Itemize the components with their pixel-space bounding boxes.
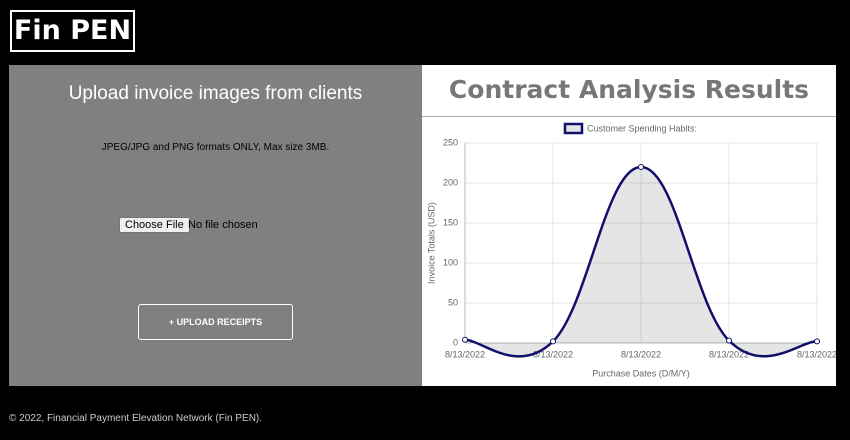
upload-note: JPEG/JPG and PNG formats ONLY, Max size … bbox=[101, 142, 330, 153]
point bbox=[462, 336, 468, 343]
y-tick-label: 0 bbox=[453, 337, 458, 347]
x-tick-label: 8/13/2022 bbox=[533, 349, 573, 359]
x-tick-label: 8/13/2022 bbox=[445, 349, 485, 359]
divider bbox=[422, 116, 836, 117]
y-axis-title: Invoice Totals (USD) bbox=[426, 202, 436, 284]
x-tick-label: 8/13/2022 bbox=[621, 349, 661, 359]
y-tick-label: 200 bbox=[443, 177, 458, 187]
results-title: Contract Analysis Results bbox=[448, 75, 810, 104]
y-tick-label: 50 bbox=[448, 297, 458, 307]
point bbox=[638, 164, 644, 170]
legend-swatch bbox=[563, 122, 584, 135]
upload-button[interactable]: + UPLOAD RECEIPTS bbox=[138, 304, 293, 340]
y-tick-label: 250 bbox=[443, 137, 458, 147]
file-status: No file chosen bbox=[188, 219, 258, 231]
point bbox=[550, 338, 556, 345]
point bbox=[814, 338, 820, 345]
area bbox=[465, 166, 817, 357]
y-tick-label: 100 bbox=[443, 257, 458, 267]
upload-title: Upload invoice images from clients bbox=[68, 83, 363, 104]
results-panel: Contract Analysis Results 0 50 100 150 200 25… bbox=[422, 65, 836, 386]
file-button[interactable]: Choose File bbox=[119, 217, 190, 233]
footer: © 2022, Financial Payment Elevation Netw… bbox=[9, 413, 263, 424]
point bbox=[726, 337, 732, 344]
logo: Fin PEN bbox=[10, 10, 135, 52]
legend-label: Customer Spending Habits: bbox=[587, 123, 697, 133]
upload-panel: Upload invoice images from clients JPEG/… bbox=[9, 65, 422, 386]
chart: 0 50 100 150 200 250 8/13/2022 8/13/2022 8/13/20… bbox=[426, 122, 836, 378]
x-axis-title: Purchase Dates (D/M/Y) bbox=[592, 368, 690, 378]
x-tick-label: 8/13/2022 bbox=[709, 349, 749, 359]
y-tick-label: 150 bbox=[443, 217, 458, 227]
x-tick-label: 8/13/2022 bbox=[797, 349, 836, 359]
